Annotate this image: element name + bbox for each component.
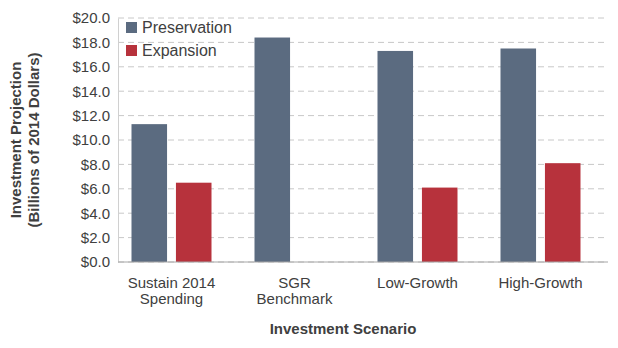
y-axis: $0.0 $2.0 $4.0 $6.0 $8.0 $10.0 $12.0 $14.0 $16.0…: [72, 9, 118, 270]
legend-label: Preservation: [142, 19, 232, 36]
x-tick: Sustain 2014Spending: [128, 262, 216, 307]
y-tick-label: $16.0: [72, 58, 110, 75]
y-tick-label: $10.0: [72, 131, 110, 148]
x-tick-label: Sustain 2014Spending: [128, 274, 216, 308]
bar: [545, 163, 581, 262]
y-tick: $20.0: [72, 9, 118, 26]
bar: [255, 38, 291, 262]
y-tick: $2.0: [81, 229, 118, 246]
y-tick-label: $14.0: [72, 83, 110, 100]
y-tick: $16.0: [72, 58, 118, 75]
y-tick-label: $12.0: [72, 107, 110, 124]
x-tick: SGRBenchmark: [257, 262, 333, 307]
y-axis-title: Investment Projection(Billions of 2014 D…: [7, 52, 42, 227]
bars: [132, 38, 581, 262]
legend-swatch: [126, 22, 137, 33]
grid-line: [118, 262, 608, 263]
y-tick: $0.0: [81, 253, 118, 270]
y-tick: $14.0: [72, 83, 118, 100]
x-tick: Low-Growth: [377, 262, 458, 291]
y-tick: $4.0: [81, 205, 118, 222]
y-tick: $12.0: [72, 107, 118, 124]
y-tick-label: $0.0: [81, 253, 110, 270]
y-tick: $6.0: [81, 180, 118, 197]
legend-swatch: [126, 45, 137, 56]
y-tick-label: $8.0: [81, 156, 110, 173]
x-axis-line: [118, 262, 608, 263]
grid: [118, 18, 608, 262]
y-tick-label: $2.0: [81, 229, 110, 246]
legend-item: Preservation: [126, 19, 232, 36]
y-tick: $8.0: [81, 156, 118, 173]
y-tick-label: $6.0: [81, 180, 110, 197]
legend: Preservation Expansion: [126, 19, 232, 59]
y-tick-label: $4.0: [81, 205, 110, 222]
legend-label: Expansion: [142, 42, 217, 59]
x-axis: Sustain 2014Spending SGRBenchmark Low-Grow…: [118, 262, 608, 307]
y-tick: $18.0: [72, 34, 118, 51]
x-tick-label: Low-Growth: [377, 274, 458, 291]
bar: [501, 49, 537, 263]
y-tick-label: $18.0: [72, 34, 110, 51]
bar: [176, 183, 212, 262]
x-tick: High-Growth: [498, 262, 582, 291]
x-tick-label: High-Growth: [498, 274, 582, 291]
legend-item: Expansion: [126, 42, 217, 59]
y-axis-line: [118, 19, 119, 263]
chart: $0.0 $2.0 $4.0 $6.0 $8.0 $10.0 $12.0 $14.0 $16.0…: [0, 0, 618, 348]
bar: [132, 124, 168, 262]
x-tick-label: SGRBenchmark: [257, 274, 333, 308]
bar: [422, 188, 458, 262]
y-tick-label: $20.0: [72, 9, 110, 26]
bar: [378, 51, 414, 262]
x-axis-title: Investment Scenario: [270, 320, 417, 337]
y-tick: $10.0: [72, 131, 118, 148]
